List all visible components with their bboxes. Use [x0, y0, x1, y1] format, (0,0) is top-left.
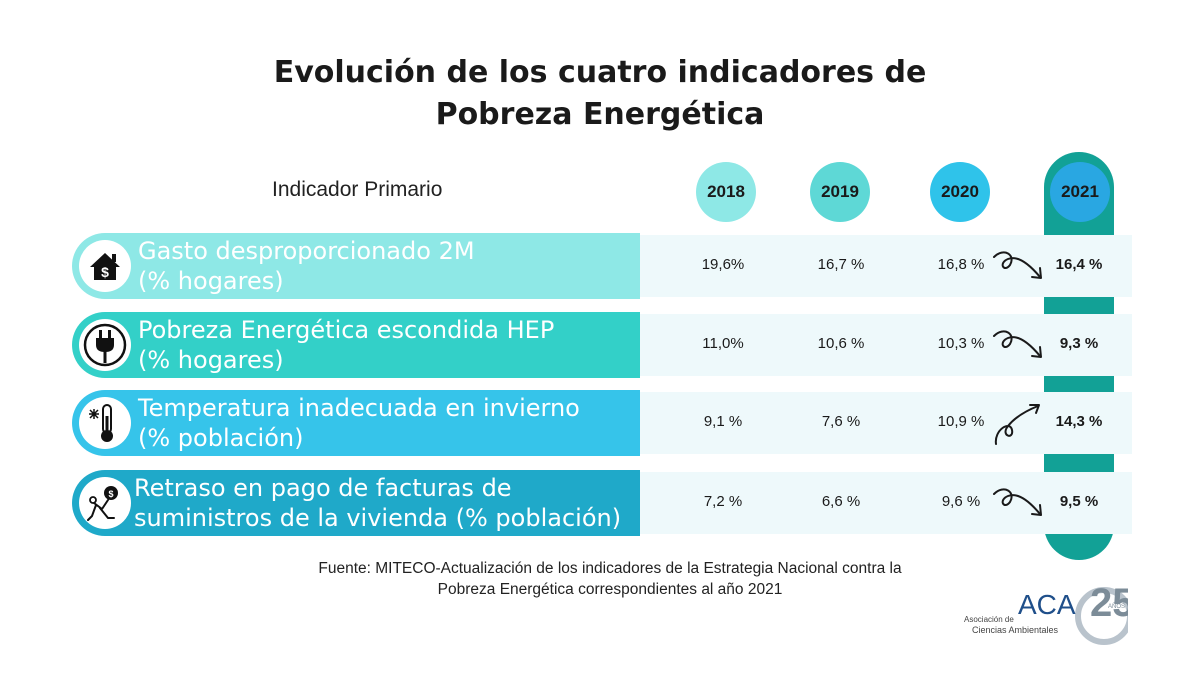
indicator-label: Retraso en pago de facturas de suministro…: [134, 473, 634, 533]
year-header-1: 2019: [810, 162, 870, 222]
indicator-row-2: Temperatura inadecuada en invierno (% pob…: [72, 390, 640, 456]
plug-icon: [78, 318, 132, 372]
year-header-0: 2018: [696, 162, 756, 222]
aca-logo: 25 AÑOS ACA Asociación de Ciencias Ambie…: [964, 582, 1128, 645]
value-cell: 16,7 %: [817, 256, 865, 273]
value-cell: 9,6 %: [941, 493, 981, 510]
indicator-header-label: Indicador Primario: [272, 178, 443, 201]
value-cell: 9,1 %: [703, 413, 743, 430]
logo-anniversary-word: AÑOS: [1108, 603, 1125, 610]
value-cell: 9,5 %: [1059, 493, 1099, 510]
value-cell: 10,6 %: [817, 335, 865, 352]
source-note: Fuente: MITECO-Actualización de los indi…: [240, 558, 980, 600]
indicator-row-3: $ Retraso en pago de facturas de suministr…: [72, 470, 640, 536]
indicator-row-0: $ Gasto desproporcionado 2M (% hogares): [72, 233, 640, 299]
row-band-1: [640, 314, 1132, 376]
indicator-label: Temperatura inadecuada en invierno (% pob…: [138, 393, 638, 453]
indicator-label-line-1: Temperatura inadecuada en invierno: [138, 394, 580, 422]
value-cell: 11,0%: [702, 335, 744, 352]
trend-down-arrow-icon: [993, 330, 1042, 358]
value-cell: 10,3 %: [937, 335, 985, 352]
trend-down-arrow-icon: [993, 251, 1042, 279]
trend-down-arrow-icon: [993, 488, 1042, 516]
value-cell: 9,3 %: [1059, 335, 1099, 352]
house-dollar-icon: $: [78, 239, 132, 293]
indicator-label-line-2: suministros de la vivienda (% población): [134, 504, 622, 532]
logo-ring: [1075, 587, 1128, 645]
value-cell: 19,6%: [701, 256, 745, 273]
value-cell: 7,2 %: [703, 493, 743, 510]
indicator-label-line-1: Retraso en pago de facturas de: [134, 474, 512, 502]
indicator-label: Gasto desproporcionado 2M (% hogares): [138, 236, 638, 296]
indicator-row-1: Pobreza Energética escondida HEP (% hogar…: [72, 312, 640, 378]
title-line-2: Pobreza Energética: [435, 97, 765, 132]
value-cell: 16,8 %: [937, 256, 985, 273]
year-header-2: 2020: [930, 162, 990, 222]
logo-line-1: Asociación de: [964, 615, 1014, 624]
chart-title: Evolución de los cuatro indicadores de P…: [0, 52, 1200, 136]
row-band-0: [640, 235, 1132, 297]
indicator-label: Pobreza Energética escondida HEP (% hogar…: [138, 315, 638, 375]
svg-text:$: $: [108, 489, 113, 499]
person-money-bag-icon: $: [78, 476, 132, 530]
value-cell: 14,3 %: [1055, 413, 1103, 430]
thermometer-icon: [78, 396, 132, 450]
value-cell: 7,6 %: [821, 413, 861, 430]
source-line-2: Pobreza Energética correspondientes al a…: [437, 581, 783, 598]
value-cell: 16,4 %: [1055, 256, 1103, 273]
indicator-label-line-1: Pobreza Energética escondida HEP: [138, 316, 555, 344]
value-cell: 6,6 %: [821, 493, 861, 510]
indicator-label-line-1: Gasto desproporcionado 2M: [138, 237, 475, 265]
indicator-label-line-2: (% hogares): [138, 267, 284, 295]
row-band-2: [640, 392, 1132, 454]
title-line-1: Evolución de los cuatro indicadores de: [273, 55, 927, 90]
row-band-3: [640, 472, 1132, 534]
indicator-label-line-2: (% hogares): [138, 346, 284, 374]
year-header-3: 2021: [1050, 162, 1110, 222]
svg-text:$: $: [101, 264, 109, 280]
source-line-1: Fuente: MITECO-Actualización de los indi…: [318, 560, 902, 577]
logo-anniversary: 25: [1090, 582, 1128, 625]
logo-acronym: ACA: [1018, 589, 1076, 620]
logo-line-2: Ciencias Ambientales: [972, 625, 1059, 635]
indicator-label-line-2: (% población): [138, 424, 304, 452]
trend-up-arrow-icon: [994, 404, 1040, 445]
value-cell: 10,9 %: [937, 413, 985, 430]
